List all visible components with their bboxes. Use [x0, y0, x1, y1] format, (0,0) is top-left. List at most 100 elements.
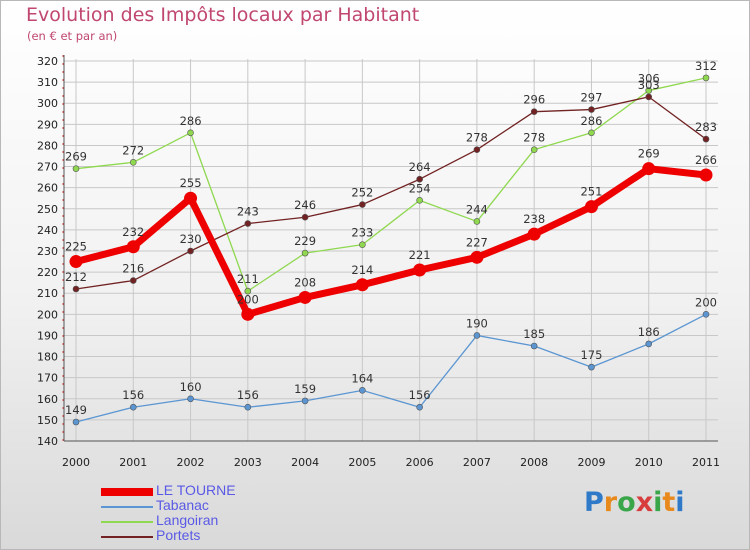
data-label-le-tourne: 251 [580, 185, 602, 199]
data-point-tabanac [244, 403, 252, 411]
y-tick-label: 220 [37, 266, 58, 279]
x-tick-label: 2003 [234, 456, 262, 469]
data-label-portets: 283 [695, 120, 717, 134]
data-point-langoiran [588, 129, 595, 137]
data-label-tabanac: 156 [409, 388, 431, 402]
logo-letter: i [653, 487, 663, 518]
x-tick-label: 2009 [577, 456, 605, 469]
series-portets: 212 216 230 243 246 252 264 278 296 297 303 283 [65, 78, 717, 293]
data-label-langoiran: 286 [180, 114, 202, 128]
data-point-portets [72, 285, 80, 293]
x-tick-label: 2006 [406, 456, 434, 469]
data-label-portets: 252 [351, 186, 373, 200]
data-point-tabanac [473, 332, 481, 339]
data-point-le-tourne [413, 263, 427, 277]
y-tick-label: 150 [37, 414, 58, 427]
proxiti-logo: Proxiti [584, 487, 685, 518]
data-point-le-tourne [584, 200, 598, 214]
legend-label-langoiran: Langoiran [156, 512, 219, 528]
data-point-le-tourne [298, 290, 312, 304]
data-label-tabanac: 156 [122, 388, 144, 402]
data-label-portets: 278 [466, 131, 488, 145]
data-point-portets [473, 146, 481, 153]
series-line-tabanac [75, 313, 707, 423]
data-label-langoiran: 272 [122, 143, 144, 157]
data-label-le-tourne: 221 [409, 248, 431, 262]
data-label-tabanac: 160 [180, 380, 202, 394]
data-label-langoiran: 269 [65, 150, 87, 164]
data-point-le-tourne [355, 278, 369, 292]
logo-letter: r [603, 487, 618, 518]
series-le-tourne: 225 232 255 200 208 214 221 227 238 251 269 266 [65, 147, 717, 321]
x-tick-label: 2011 [692, 456, 720, 469]
data-label-portets: 243 [237, 205, 259, 219]
data-point-le-tourne [184, 191, 198, 205]
data-label-langoiran: 229 [294, 234, 316, 248]
logo-letter: P [584, 487, 604, 518]
data-point-langoiran [416, 197, 423, 204]
data-point-portets [129, 277, 137, 284]
data-point-langoiran [530, 146, 538, 153]
data-label-tabanac: 175 [580, 348, 602, 362]
data-label-portets: 230 [180, 232, 202, 246]
data-point-le-tourne [69, 255, 83, 269]
chart-subtitle: (en € et par an) [27, 29, 118, 43]
data-point-tabanac [359, 387, 366, 394]
legend-swatch-langoiran [101, 521, 153, 523]
y-tick-label: 140 [37, 435, 58, 448]
data-label-tabanac: 200 [695, 295, 717, 309]
data-point-langoiran [359, 241, 366, 248]
legend-label-le-tourne: LE TOURNE [156, 482, 236, 498]
data-label-tabanac: 190 [466, 316, 488, 330]
data-point-tabanac [702, 311, 710, 318]
data-label-tabanac: 185 [523, 327, 545, 341]
data-label-le-tourne: 208 [294, 275, 316, 289]
legend-swatch-le-tourne [101, 488, 153, 496]
data-point-langoiran [187, 129, 194, 137]
legend-swatch-portets [101, 536, 153, 538]
x-tick-label: 2007 [463, 456, 491, 469]
data-label-langoiran: 211 [237, 272, 259, 286]
series-line-portets [75, 96, 707, 290]
y-tick-label: 300 [37, 97, 58, 110]
data-label-portets: 297 [580, 91, 602, 105]
data-label-langoiran: 312 [695, 59, 717, 73]
y-tick-label: 320 [37, 55, 58, 68]
y-tick-label: 270 [37, 161, 58, 174]
data-point-tabanac [416, 403, 423, 411]
data-label-portets: 212 [65, 270, 87, 284]
logo-letter: x [635, 487, 654, 518]
data-point-portets [645, 93, 653, 101]
data-point-portets [244, 220, 252, 227]
grid [64, 59, 718, 442]
y-tick-label: 260 [37, 182, 58, 195]
logo-letter: i [675, 487, 685, 518]
y-tick-label: 190 [37, 329, 58, 342]
data-point-langoiran [72, 165, 80, 172]
legend-swatch-tabanac [101, 506, 153, 508]
data-label-langoiran: 286 [580, 114, 602, 128]
legend-label-portets: Portets [156, 527, 201, 543]
x-tick-label: 2002 [177, 456, 205, 469]
data-point-portets [187, 247, 194, 255]
y-tick-label: 240 [37, 224, 58, 237]
data-label-le-tourne: 266 [695, 153, 717, 167]
data-label-le-tourne: 214 [351, 263, 373, 277]
data-point-tabanac [187, 395, 194, 403]
series-tabanac: 149 156 160 156 159 164 156 190 185 175 186 200 [65, 295, 717, 426]
legend-item-portets: Portets [101, 527, 301, 545]
data-point-tabanac [72, 418, 80, 426]
data-label-tabanac: 149 [65, 403, 87, 417]
data-label-tabanac: 186 [638, 325, 660, 339]
x-tick-label: 2008 [520, 456, 548, 469]
data-point-tabanac [301, 397, 309, 405]
data-point-tabanac [588, 363, 595, 371]
data-label-le-tourne: 227 [466, 235, 488, 249]
series-line-le-tourne [72, 165, 710, 318]
data-point-le-tourne [470, 250, 484, 264]
data-label-langoiran: 244 [466, 202, 488, 216]
data-label-le-tourne: 232 [122, 225, 144, 239]
data-point-le-tourne [527, 227, 541, 241]
y-tick-label: 170 [37, 372, 58, 385]
